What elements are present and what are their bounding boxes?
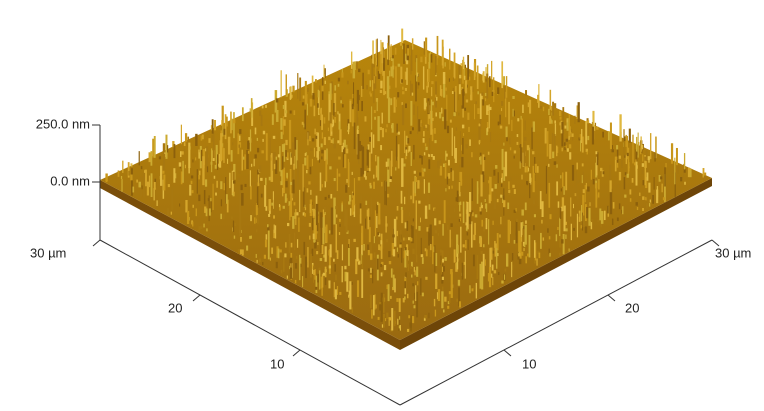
z-tick-label: 250.0 nm (36, 116, 90, 131)
right-tick-label: 30 µm (715, 245, 751, 260)
left-tick-label: 20 (168, 300, 182, 315)
left-tick (293, 350, 300, 356)
surface (100, 40, 712, 340)
afm-image: 250.0 nm 0.0 nm 30 µm 20 10 10 20 30 µm (0, 0, 764, 411)
right-tick-label: 10 (522, 356, 536, 371)
left-tick-label: 30 µm (30, 245, 66, 260)
left-tick (193, 295, 200, 301)
page: 250.0 nm 0.0 nm 30 µm 20 10 10 20 30 µm … (0, 0, 764, 411)
left-tick (93, 240, 100, 246)
right-tick (608, 295, 615, 301)
right-tick (504, 350, 511, 356)
right-tick-label: 20 (625, 300, 639, 315)
left-tick-label: 10 (270, 356, 284, 371)
z-tick-label: 0.0 nm (50, 173, 90, 188)
